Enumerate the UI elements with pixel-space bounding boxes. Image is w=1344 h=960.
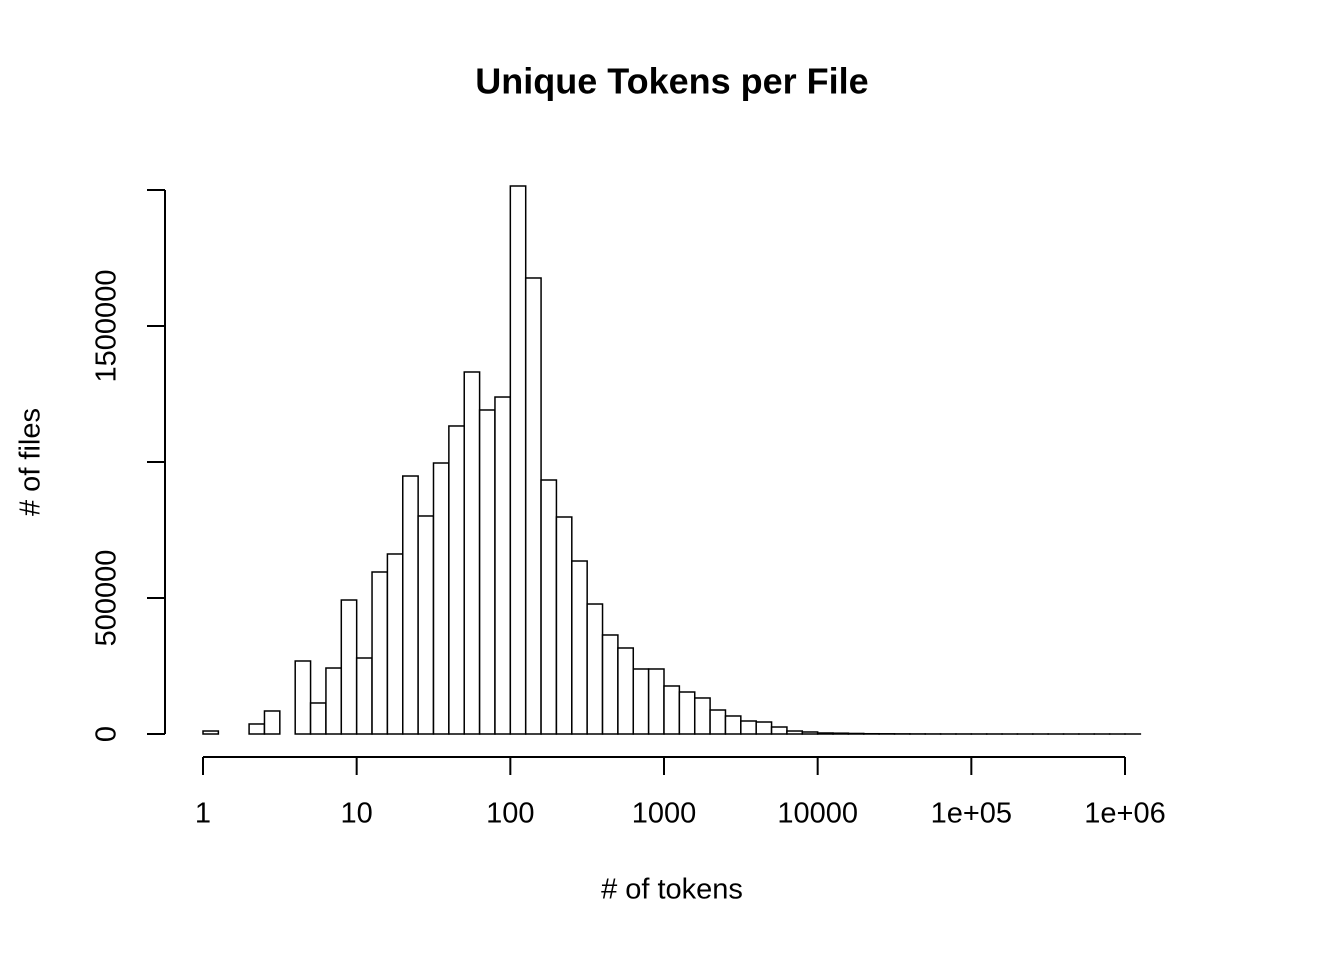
bar: [448, 425, 465, 735]
x-tick-label: 1e+05: [931, 798, 1012, 830]
bar: [770, 726, 788, 735]
bar: [540, 479, 558, 735]
bar: [417, 515, 435, 735]
bar: [724, 715, 742, 735]
bar: [709, 709, 727, 735]
bar: [801, 731, 819, 735]
bar: [786, 730, 804, 735]
bar: [632, 668, 650, 735]
bar: [340, 599, 358, 735]
x-axis-label: # of tokens: [601, 874, 743, 906]
bar: [617, 647, 635, 735]
bar: [586, 603, 604, 735]
bar: [463, 371, 481, 735]
bar: [202, 730, 220, 735]
x-tick-label: 1000: [632, 798, 697, 830]
bar: [847, 732, 865, 735]
x-tick-label: 10: [341, 798, 373, 830]
bar: [386, 553, 404, 735]
bar: [693, 697, 711, 735]
x-tick-label: 100: [486, 798, 534, 830]
bar: [325, 667, 343, 735]
bar: [524, 277, 542, 735]
bar: [663, 685, 681, 735]
x-tick-label: 1: [195, 798, 211, 830]
bar: [494, 396, 512, 735]
y-tick-label: 1500000: [91, 270, 123, 383]
bar: [740, 720, 757, 735]
bar: [832, 732, 850, 735]
bar: [509, 185, 527, 735]
bar: [432, 462, 450, 735]
bar: [402, 475, 419, 735]
y-axis-label: # of files: [15, 408, 47, 516]
x-tick-label: 1e+06: [1084, 798, 1165, 830]
bar: [555, 516, 573, 735]
chart-title: Unique Tokens per File: [475, 61, 868, 102]
bar: [755, 721, 773, 735]
bar: [371, 571, 389, 735]
bar: [647, 668, 665, 735]
bar: [601, 634, 619, 735]
y-tick-label: 500000: [91, 550, 123, 647]
bar: [355, 657, 373, 735]
y-tick-label: 0: [91, 726, 123, 742]
bar: [678, 691, 696, 735]
bar: [263, 710, 281, 735]
bar: [309, 702, 327, 735]
x-tick-label: 10000: [777, 798, 858, 830]
bar: [816, 732, 834, 735]
bar: [248, 723, 266, 735]
bar: [478, 409, 496, 735]
bar: [294, 660, 312, 735]
bar: [571, 560, 588, 735]
